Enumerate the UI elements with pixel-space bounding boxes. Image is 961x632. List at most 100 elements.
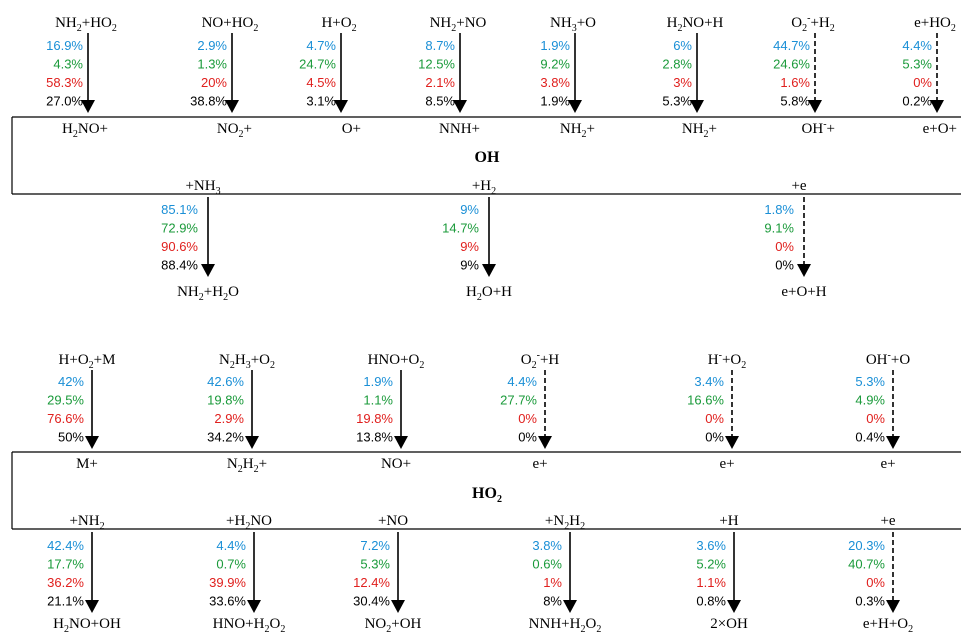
oh-cons-0-value-2: 90.6% bbox=[161, 239, 198, 254]
oh-prod-arrow-3-head bbox=[453, 100, 467, 113]
ho2-cons-3-value-0: 3.8% bbox=[532, 538, 562, 553]
ho2-prod-5-value-2: 0% bbox=[866, 411, 885, 426]
oh-prod-product-3: NNH+ bbox=[439, 121, 480, 137]
oh-prod-5-value-3: 5.3% bbox=[662, 94, 692, 109]
ho2-prod-arrow-5-head bbox=[886, 436, 900, 449]
ho2-prod-arrow-0-head bbox=[85, 436, 99, 449]
ho2-cons-4-value-3: 0.8% bbox=[696, 594, 726, 609]
ho2-cons-reactant-1: +H2​NO bbox=[226, 513, 272, 532]
ho2-cons-reactant-0: +NH2​ bbox=[69, 513, 104, 532]
ho2-cons-5-value-2: 0% bbox=[866, 575, 885, 590]
oh-prod-7-value-1: 5.3% bbox=[902, 57, 932, 72]
oh-prod-3-value-1: 12.5% bbox=[418, 57, 455, 72]
ho2-prod-product-3: e+ bbox=[532, 456, 547, 472]
ho2-cons-5-value-1: 40.7% bbox=[848, 557, 885, 572]
ho2-prod-0-value-3: 50% bbox=[58, 430, 84, 445]
oh-prod-4-value-3: 1.9% bbox=[540, 94, 570, 109]
ho2-cons-product-1: HNO+H2​O2​ bbox=[213, 616, 286, 632]
oh-cons-reactant-2: +e bbox=[791, 178, 806, 194]
oh-cons-2-value-2: 0% bbox=[775, 239, 794, 254]
ho2-prod-4-value-3: 0% bbox=[705, 430, 724, 445]
oh-cons-1-value-0: 9% bbox=[460, 202, 479, 217]
ho2-cons-reactant-2: +NO bbox=[378, 513, 408, 529]
oh-prod-1-value-0: 2.9% bbox=[197, 38, 227, 53]
ho2-prod-1-value-3: 34.2% bbox=[207, 430, 244, 445]
ho2-cons-1-value-1: 0.7% bbox=[216, 557, 246, 572]
ho2-cons-reactant-4: +H bbox=[719, 513, 738, 529]
ho2-prod-arrow-1-head bbox=[245, 436, 259, 449]
ho2-prod-product-5: e+ bbox=[880, 456, 895, 472]
oh-prod-reactant-7: e+HO2​ bbox=[914, 15, 956, 34]
ho2-prod-0-value-0: 42% bbox=[58, 374, 84, 389]
ho2-prod-1-value-2: 2.9% bbox=[214, 411, 244, 426]
ho2-cons-0-value-2: 36.2% bbox=[47, 575, 84, 590]
oh-prod-reactant-0: NH2​+HO2​ bbox=[55, 15, 117, 34]
oh-prod-7-value-3: 0.2% bbox=[902, 94, 932, 109]
ho2-cons-3-value-2: 1% bbox=[543, 575, 562, 590]
ho2-prod-5-value-3: 0.4% bbox=[855, 430, 885, 445]
oh-prod-arrow-6-head bbox=[808, 100, 822, 113]
oh-cons-arrow-0-head bbox=[201, 264, 215, 277]
ho2-cons-product-4: 2×OH bbox=[710, 616, 748, 632]
ho2-cons-1-value-2: 39.9% bbox=[209, 575, 246, 590]
ho2-cons-product-5: e+H+O2​ bbox=[863, 616, 913, 632]
ho2-cons-5-value-3: 0.3% bbox=[855, 594, 885, 609]
oh-prod-2-value-0: 4.7% bbox=[306, 38, 336, 53]
ho2-cons-product-0: H2​NO+OH bbox=[53, 616, 121, 632]
oh-prod-product-6: OH-​+ bbox=[802, 119, 835, 137]
ho2-prod-4-value-2: 0% bbox=[705, 411, 724, 426]
ho2-prod-2-value-2: 19.8% bbox=[356, 411, 393, 426]
oh-prod-0-value-2: 58.3% bbox=[46, 75, 83, 90]
ho2-prod-0-value-2: 76.6% bbox=[47, 411, 84, 426]
oh-prod-3-value-2: 2.1% bbox=[425, 75, 455, 90]
ho2-prod-2-value-0: 1.9% bbox=[363, 374, 393, 389]
oh-cons-2-value-3: 0% bbox=[775, 258, 794, 273]
oh-prod-0-value-1: 4.3% bbox=[53, 57, 83, 72]
oh-cons-product-0: NH2​+H2​O bbox=[177, 284, 239, 303]
oh-prod-2-value-3: 3.1% bbox=[306, 94, 336, 109]
ho2-cons-4-value-2: 1.1% bbox=[696, 575, 726, 590]
ho2-cons-arrow-4-head bbox=[727, 600, 741, 613]
ho2-cons-0-value-3: 21.1% bbox=[47, 594, 84, 609]
ho2-prod-0-value-1: 29.5% bbox=[47, 393, 84, 408]
oh-cons-0-value-3: 88.4% bbox=[161, 258, 198, 273]
ho2-cons-2-value-2: 12.4% bbox=[353, 575, 390, 590]
ho2-cons-2-value-3: 30.4% bbox=[353, 594, 390, 609]
ho2-cons-reactant-5: +e bbox=[880, 513, 895, 529]
ho2-cons-product-3: NNH+H2​O2​ bbox=[529, 616, 602, 632]
ho2-cons-arrow-2-head bbox=[391, 600, 405, 613]
oh-prod-arrow-5-head bbox=[690, 100, 704, 113]
oh-prod-1-value-2: 20% bbox=[201, 75, 227, 90]
ho2-cons-arrow-1-head bbox=[247, 600, 261, 613]
ho2-prod-4-value-1: 16.6% bbox=[687, 393, 724, 408]
ho2-prod-arrow-4-head bbox=[725, 436, 739, 449]
ho2-prod-5-value-0: 5.3% bbox=[855, 374, 885, 389]
ho2-prod-product-1: N2​H2​+ bbox=[227, 456, 267, 475]
oh-cons-reactant-1: +H2​ bbox=[472, 178, 496, 197]
ho2-cons-3-value-3: 8% bbox=[543, 594, 562, 609]
oh-prod-1-value-1: 1.3% bbox=[197, 57, 227, 72]
ho2-prod-product-2: NO+ bbox=[381, 456, 411, 472]
ho2-cons-3-value-1: 0.6% bbox=[532, 557, 562, 572]
oh-cons-2-value-1: 9.1% bbox=[764, 221, 794, 236]
ho2-prod-3-value-3: 0% bbox=[518, 430, 537, 445]
ho2-prod-2-value-3: 13.8% bbox=[356, 430, 393, 445]
labels: OHNH2​+HO2​16.9%4.3%58.3%27.0%H2​NO+NO+H… bbox=[46, 13, 957, 632]
oh-cons-product-2: e+O+H bbox=[781, 284, 826, 300]
oh-prod-reactant-2: H+O2​ bbox=[321, 15, 356, 34]
arrows bbox=[81, 33, 944, 613]
oh-prod-product-0: H2​NO+ bbox=[62, 121, 108, 140]
oh-prod-6-value-2: 1.6% bbox=[780, 75, 810, 90]
oh-prod-3-value-3: 8.5% bbox=[425, 94, 455, 109]
oh-cons-1-value-2: 9% bbox=[460, 239, 479, 254]
ho2-cons-1-value-3: 33.6% bbox=[209, 594, 246, 609]
ho2-species-label: HO2​ bbox=[472, 485, 502, 505]
oh-prod-reactant-5: H2​NO+H bbox=[667, 15, 724, 34]
ho2-cons-2-value-0: 7.2% bbox=[360, 538, 390, 553]
ho2-cons-reactant-3: +N2​H2​ bbox=[545, 513, 585, 532]
ho2-prod-arrow-3-head bbox=[538, 436, 552, 449]
oh-prod-product-7: e+O+ bbox=[923, 121, 957, 137]
oh-cons-arrow-2-head bbox=[797, 264, 811, 277]
ho2-prod-1-value-1: 19.8% bbox=[207, 393, 244, 408]
oh-cons-1-value-3: 9% bbox=[460, 258, 479, 273]
